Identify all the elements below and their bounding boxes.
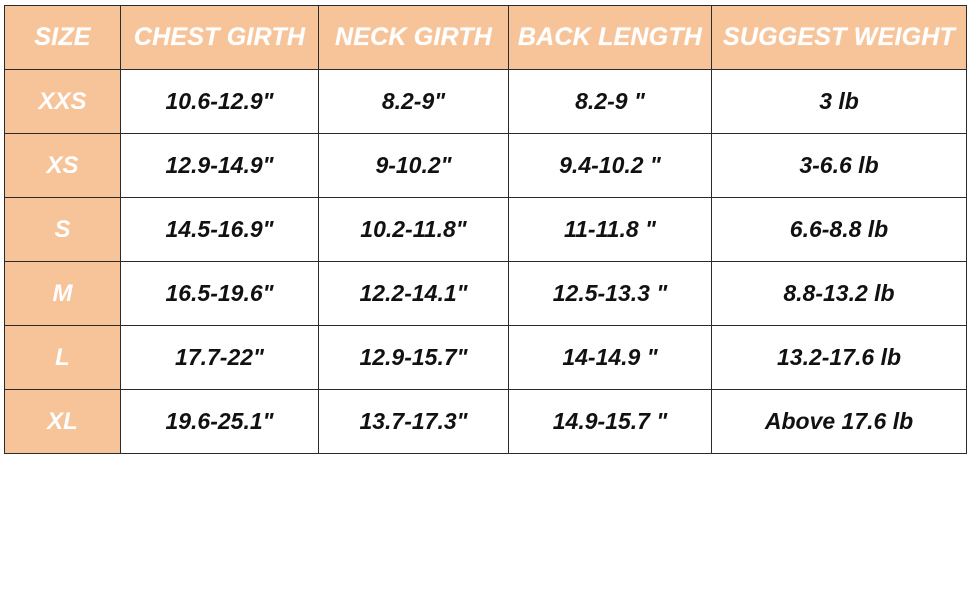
neck-girth-cell: 10.2-11.8": [318, 197, 509, 262]
chest-girth-cell: 17.7-22": [120, 325, 319, 390]
back-length-cell: 11-11.8 ": [508, 197, 712, 262]
size-cell: XL: [4, 389, 121, 454]
table-row: S 14.5-16.9" 10.2-11.8" 11-11.8 " 6.6-8.…: [4, 197, 967, 262]
back-length-cell: 14.9-15.7 ": [508, 389, 712, 454]
header-suggest-weight: SUGGEST WEIGHT: [711, 5, 967, 70]
back-length-cell: 9.4-10.2 ": [508, 133, 712, 198]
table-header: SIZE CHEST GIRTH NECK GIRTH BACK LENGTH …: [4, 5, 967, 70]
suggest-weight-cell: 6.6-8.8 lb: [711, 197, 967, 262]
chest-girth-cell: 10.6-12.9": [120, 69, 319, 134]
size-cell: XXS: [4, 69, 121, 134]
table-row: XL 19.6-25.1" 13.7-17.3" 14.9-15.7 " Abo…: [4, 389, 967, 454]
table-body: XXS 10.6-12.9" 8.2-9" 8.2-9 " 3 lb XS 12…: [4, 69, 967, 454]
suggest-weight-cell: Above 17.6 lb: [711, 389, 967, 454]
size-cell: L: [4, 325, 121, 390]
header-back-length: BACK LENGTH: [508, 5, 712, 70]
back-length-cell: 14-14.9 ": [508, 325, 712, 390]
header-neck-girth: NECK GIRTH: [318, 5, 509, 70]
neck-girth-cell: 12.2-14.1": [318, 261, 509, 326]
header-chest-girth: CHEST GIRTH: [120, 5, 319, 70]
size-cell: M: [4, 261, 121, 326]
table-row: M 16.5-19.6" 12.2-14.1" 12.5-13.3 " 8.8-…: [4, 261, 967, 326]
suggest-weight-cell: 3-6.6 lb: [711, 133, 967, 198]
back-length-cell: 8.2-9 ": [508, 69, 712, 134]
chest-girth-cell: 19.6-25.1": [120, 389, 319, 454]
neck-girth-cell: 8.2-9": [318, 69, 509, 134]
suggest-weight-cell: 13.2-17.6 lb: [711, 325, 967, 390]
size-chart-table: SIZE CHEST GIRTH NECK GIRTH BACK LENGTH …: [4, 5, 967, 454]
chest-girth-cell: 14.5-16.9": [120, 197, 319, 262]
header-size: SIZE: [4, 5, 121, 70]
size-cell: XS: [4, 133, 121, 198]
neck-girth-cell: 12.9-15.7": [318, 325, 509, 390]
neck-girth-cell: 9-10.2": [318, 133, 509, 198]
table-row: L 17.7-22" 12.9-15.7" 14-14.9 " 13.2-17.…: [4, 325, 967, 390]
chest-girth-cell: 16.5-19.6": [120, 261, 319, 326]
neck-girth-cell: 13.7-17.3": [318, 389, 509, 454]
size-cell: S: [4, 197, 121, 262]
back-length-cell: 12.5-13.3 ": [508, 261, 712, 326]
chest-girth-cell: 12.9-14.9": [120, 133, 319, 198]
suggest-weight-cell: 3 lb: [711, 69, 967, 134]
table-row: XS 12.9-14.9" 9-10.2" 9.4-10.2 " 3-6.6 l…: [4, 133, 967, 198]
table-row: XXS 10.6-12.9" 8.2-9" 8.2-9 " 3 lb: [4, 69, 967, 134]
suggest-weight-cell: 8.8-13.2 lb: [711, 261, 967, 326]
header-row: SIZE CHEST GIRTH NECK GIRTH BACK LENGTH …: [4, 5, 967, 70]
